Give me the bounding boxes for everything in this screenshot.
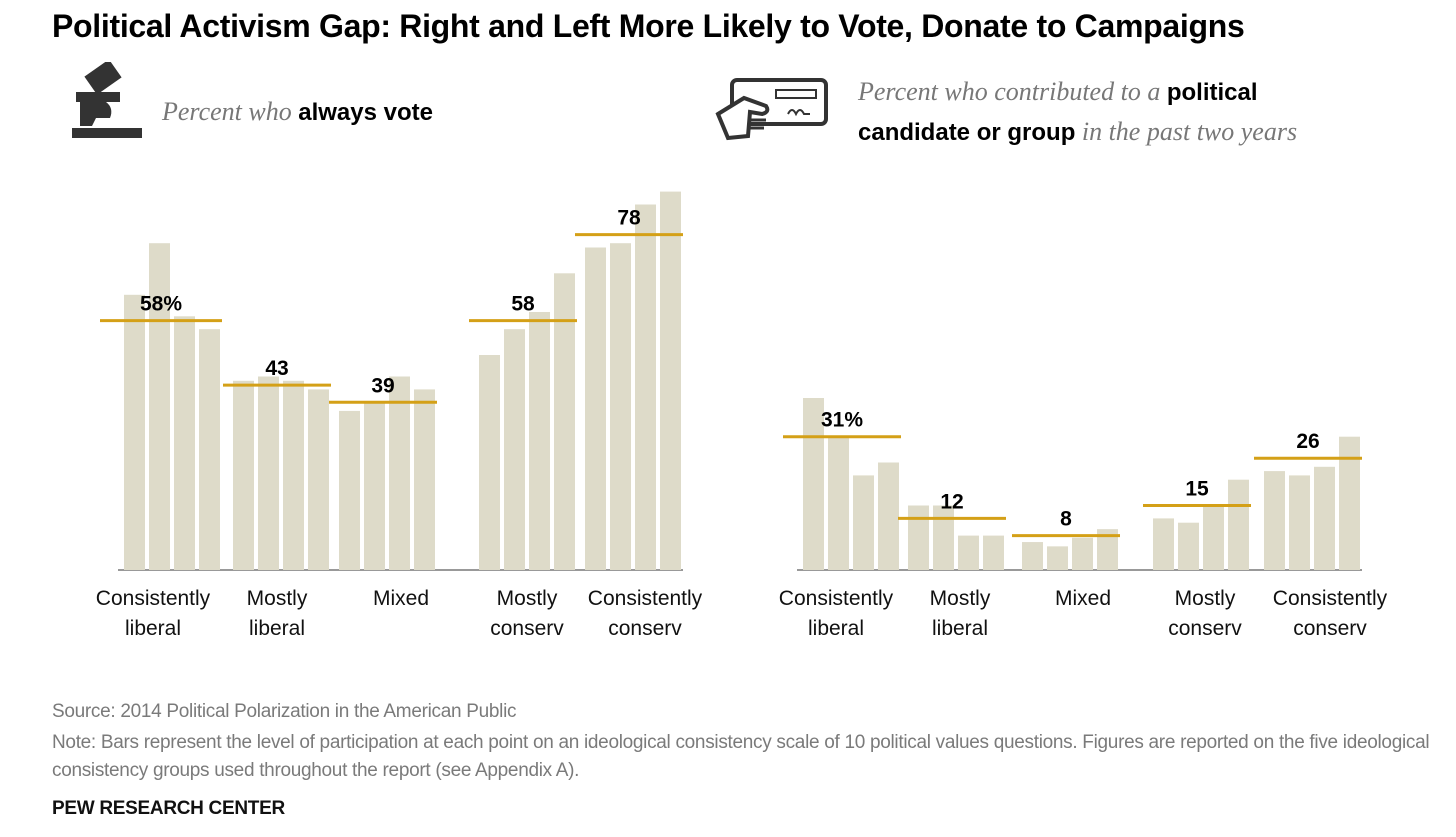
category-label: liberal: [808, 617, 864, 640]
category-label: conserv: [490, 617, 564, 640]
bar: [908, 505, 929, 570]
bar: [174, 316, 195, 570]
subtitle-contributed: Percent who contributed to a political ca…: [858, 77, 1298, 146]
bar: [339, 410, 360, 570]
category-label: Mixed: [373, 587, 429, 610]
bar: [1264, 471, 1285, 570]
category-label: Mostly: [1175, 587, 1236, 610]
category-label: Mostly: [930, 587, 991, 610]
category-label: Mixed: [1055, 587, 1111, 610]
bar: [878, 462, 899, 570]
bar: [1314, 466, 1335, 570]
data-label: 58: [511, 293, 535, 316]
category-label: liberal: [125, 617, 181, 640]
data-label: 43: [265, 357, 288, 380]
bar: [933, 505, 954, 570]
bar: [1047, 546, 1068, 570]
data-label: 78: [617, 207, 641, 230]
bar: [610, 243, 631, 570]
bar: [124, 294, 145, 570]
bar: [283, 380, 304, 570]
data-label: 31%: [821, 409, 863, 432]
category-label: conserv: [1293, 617, 1367, 640]
bar: [199, 329, 220, 570]
category-label: conserv: [608, 617, 682, 640]
bar: [660, 191, 681, 570]
check-contribution-icon: [715, 78, 828, 141]
data-label: 39: [371, 374, 394, 397]
bar: [389, 376, 410, 570]
category-label: Mostly: [247, 587, 308, 610]
bar: [803, 398, 824, 570]
bar: [414, 389, 435, 570]
category-label: liberal: [249, 617, 305, 640]
bar: [1339, 436, 1360, 570]
pew-brand: PEW RESEARCH CENTER: [52, 798, 285, 819]
bar: [504, 329, 525, 570]
category-label: Consistently: [1273, 587, 1388, 610]
category-label: Consistently: [96, 587, 211, 610]
bar: [635, 204, 656, 570]
data-label: 26: [1296, 430, 1319, 453]
bar: [1097, 529, 1118, 570]
category-label: Consistently: [588, 587, 703, 610]
source-note: Source: 2014 Political Polarization in t…: [52, 701, 517, 722]
bar: [1228, 479, 1249, 570]
bar: [1153, 518, 1174, 570]
category-label: Consistently: [779, 587, 894, 610]
bar: [585, 247, 606, 570]
bar: [233, 380, 254, 570]
data-label: 12: [940, 490, 963, 513]
bar: [529, 312, 550, 570]
bar: [1022, 542, 1043, 570]
bar: [149, 243, 170, 570]
bar: [1289, 475, 1310, 570]
methodology-note: Note: Bars represent the level of partic…: [52, 732, 1430, 781]
bar: [1072, 537, 1093, 570]
bar: [958, 535, 979, 570]
bar: [1203, 505, 1224, 570]
bar: [308, 389, 329, 570]
category-label: Mostly: [497, 587, 558, 610]
data-label: 15: [1185, 478, 1209, 501]
data-label: 8: [1060, 508, 1072, 531]
bar: [983, 535, 1004, 570]
bar: [364, 402, 385, 570]
category-label: conserv: [1168, 617, 1242, 640]
bar: [828, 436, 849, 570]
chart-title: Political Activism Gap: Right and Left M…: [52, 8, 1245, 44]
data-label: 58%: [140, 293, 182, 316]
bar: [1178, 522, 1199, 570]
bar: [853, 475, 874, 570]
bar: [554, 273, 575, 570]
bar: [479, 355, 500, 570]
ballot-vote-icon: [72, 62, 142, 138]
subtitle-always-vote: Percent who always vote: [162, 97, 433, 126]
category-label: liberal: [932, 617, 988, 640]
bar: [258, 376, 279, 570]
